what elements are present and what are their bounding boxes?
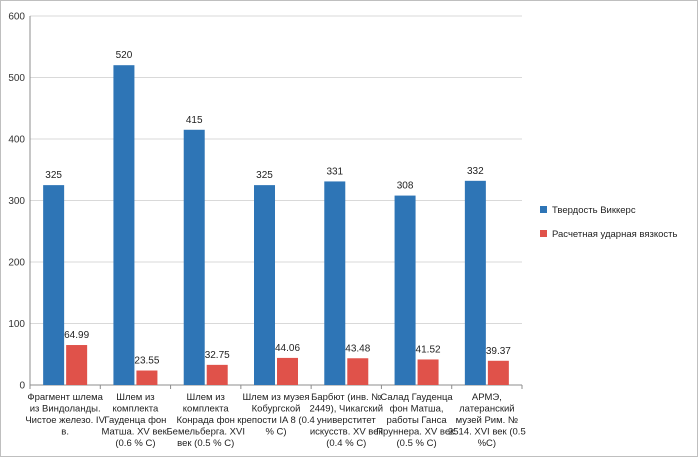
data-label-toughness: 43.48	[345, 343, 370, 354]
data-label-toughness: 39.37	[486, 346, 511, 357]
bar-toughness	[66, 345, 88, 385]
bar-hardness	[464, 180, 486, 385]
y-tick-label: 600	[8, 12, 25, 23]
data-label-hardness: 415	[186, 115, 203, 126]
category-label: Барбют (инв. № 2449), Чикагский универстит…	[309, 392, 383, 449]
data-label-toughness: 44.06	[275, 343, 300, 354]
category-label: Шлем из музея Кобургской крепости IA 8 (0.…	[237, 392, 315, 438]
bar-hardness	[183, 129, 205, 385]
data-label-toughness: 41.52	[416, 344, 441, 355]
bar-toughness	[136, 370, 158, 385]
category-label: Шлем из комплекта Гауденца фон Матша. XV ве…	[101, 392, 169, 449]
bar-toughness	[277, 357, 298, 385]
data-label-hardness: 325	[256, 170, 273, 181]
data-label-hardness: 308	[397, 181, 414, 192]
data-label-hardness: 332	[467, 166, 484, 177]
y-tick-label: 300	[8, 196, 25, 207]
legend-swatch	[540, 206, 547, 213]
bar-hardness	[394, 195, 416, 385]
legend-label: Расчетная ударная вязкость	[552, 229, 677, 240]
bar-hardness	[43, 185, 65, 385]
category-label: Фрагмент шлема из Виндоланды. Чистое желез…	[25, 392, 105, 438]
data-label-hardness: 520	[116, 50, 133, 61]
y-tick-label: 100	[8, 319, 25, 330]
data-label-hardness: 325	[45, 170, 62, 181]
bar-toughness	[206, 364, 228, 385]
bar-hardness	[113, 65, 135, 385]
bar-hardness	[254, 185, 275, 385]
y-tick-label: 400	[8, 135, 25, 146]
data-label-toughness: 64.99	[64, 330, 89, 341]
legend-label: Твердость Виккерс	[552, 205, 636, 216]
category-label: Салад Гауденца фон Матша, работы Ганса Прун…	[376, 392, 457, 449]
category-label: АРМЭ, латеранский музей Рим. № 2514. XVI ве…	[448, 392, 526, 449]
bar-toughness	[417, 359, 439, 385]
bar-toughness	[347, 358, 369, 385]
data-label-hardness: 331	[326, 166, 343, 177]
bar-hardness	[324, 181, 346, 385]
data-label-toughness: 32.75	[205, 350, 230, 361]
y-tick-label: 200	[8, 258, 25, 269]
bar-toughness	[487, 360, 509, 385]
data-label-toughness: 23.55	[134, 356, 159, 367]
y-tick-label: 500	[8, 73, 25, 84]
legend-swatch	[540, 230, 547, 237]
category-label: Шлем из комплекта Конрада фон Бемельберга. …	[166, 392, 245, 449]
y-tick-label: 0	[19, 381, 25, 392]
